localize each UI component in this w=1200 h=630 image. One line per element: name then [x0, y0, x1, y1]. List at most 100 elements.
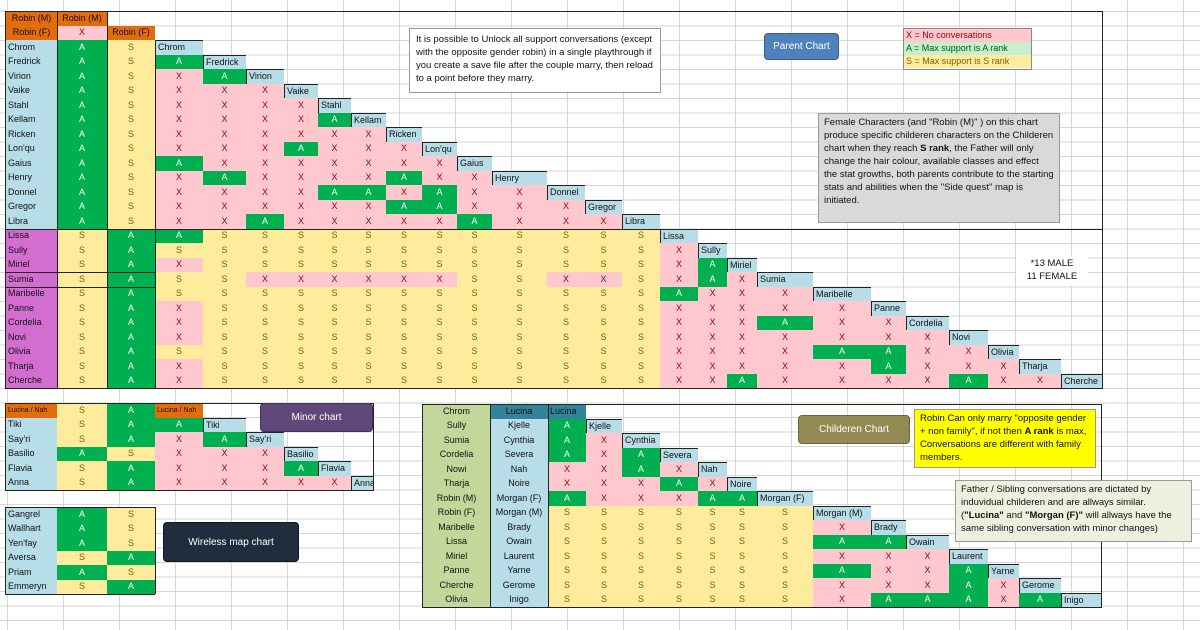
support-cell: X [155, 185, 203, 200]
wireless-f-support: S [107, 565, 155, 580]
children-support-cell: S [698, 520, 727, 535]
parent-row-name: Gregor [6, 199, 57, 214]
support-cell: X [351, 272, 386, 287]
support-cell: X [813, 373, 871, 388]
support-cell: A [351, 185, 386, 200]
wireless-f-support: S [107, 536, 155, 551]
support-cell: S [203, 315, 246, 330]
diagonal-header: Lon'qu [422, 141, 457, 156]
support-cell: X [547, 199, 585, 214]
support-cell: X [246, 199, 284, 214]
support-cell: X [492, 214, 547, 229]
support-cell: S [622, 373, 660, 388]
support-cell: S [351, 257, 386, 272]
col-divider [107, 11, 108, 388]
children-diagonal-header: Nah [698, 462, 727, 477]
robin-f-support: S [107, 98, 155, 113]
wireless-left-border [5, 507, 6, 594]
support-cell: A [698, 272, 727, 287]
children-support-cell: A [1019, 592, 1061, 607]
sumia-divider-top [5, 272, 155, 273]
robin-f-support: S [107, 214, 155, 229]
children-col-divider [490, 404, 491, 607]
robin-m-support: S [57, 257, 107, 272]
parent-chart-button[interactable]: Parent Chart [764, 33, 839, 60]
support-cell: S [318, 359, 351, 374]
children-support-cell: S [698, 578, 727, 593]
minor-row-name: Basilio [6, 446, 57, 461]
support-cell: X [246, 83, 284, 98]
children-support-cell: S [586, 578, 622, 593]
support-cell: A [155, 156, 203, 171]
support-cell: X [246, 127, 284, 142]
support-cell: X [155, 301, 203, 316]
wireless-m-support: A [57, 536, 107, 551]
children-support-cell: S [757, 592, 813, 607]
support-cell: X [386, 272, 422, 287]
minor-support-cell: X [155, 461, 203, 476]
children-support-cell: A [622, 462, 660, 477]
support-cell: S [492, 373, 547, 388]
support-cell: X [727, 301, 757, 316]
children-support-cell: S [660, 592, 698, 607]
wireless-f-support: A [107, 579, 155, 594]
support-cell: S [492, 359, 547, 374]
support-cell: S [386, 359, 422, 374]
support-cell: S [203, 330, 246, 345]
minor-bottom-border [5, 490, 374, 491]
support-cell: S [457, 286, 492, 301]
support-cell: X [203, 98, 246, 113]
sibling-note-bold2: "Morgan (F)" [1024, 510, 1084, 521]
support-cell: X [813, 359, 871, 374]
support-cell: X [871, 330, 906, 345]
children-diagonal-header: Brady [871, 520, 906, 535]
sibling-note-bold1: "Lucina" [964, 510, 1004, 521]
robin-m-support: A [57, 40, 107, 55]
children-diagonal-header: Morgan (F) [757, 491, 813, 506]
robin-f-support: S [107, 170, 155, 185]
support-cell: S [457, 330, 492, 345]
robin-m-support: A [57, 156, 107, 171]
children-diagonal-header: Inigo [1061, 592, 1101, 607]
children-support-cell: X [813, 549, 871, 564]
support-cell: X [203, 112, 246, 127]
children-diagonal-header: Kjelle [586, 418, 622, 433]
minor-chart-button[interactable]: Minor chart [260, 403, 373, 432]
robin-note-bold: A rank [1024, 426, 1054, 437]
children-support-cell: S [548, 505, 586, 520]
support-cell: X [698, 315, 727, 330]
support-cell: S [547, 286, 585, 301]
children-support-cell: A [622, 447, 660, 462]
wireless-row-name: Yen'fay [6, 536, 57, 551]
children-support-cell: A [698, 491, 727, 506]
support-cell: X [492, 199, 547, 214]
robin-m-support: S [57, 301, 107, 316]
children-support-cell: A [871, 534, 906, 549]
support-cell: S [318, 373, 351, 388]
children-support-cell: S [548, 534, 586, 549]
support-cell: S [284, 315, 318, 330]
childeren-chart-button[interactable]: Childeren Chart [798, 415, 910, 444]
children-support-cell: S [548, 592, 586, 607]
wireless-map-chart-button[interactable]: Wireless map chart [163, 522, 299, 562]
legend-box: X = No conversations A = Max support is … [903, 28, 1032, 70]
robin-note-part1: Robin Can only marry "opposite gender + … [920, 413, 1087, 437]
support-cell: A [457, 214, 492, 229]
support-cell: S [318, 243, 351, 258]
support-cell: X [422, 156, 457, 171]
support-cell: X [203, 199, 246, 214]
children-support-cell: X [813, 578, 871, 593]
support-cell: S [284, 243, 318, 258]
children-support-cell: S [660, 578, 698, 593]
wireless-row-name: Priam [6, 565, 57, 580]
support-cell: S [457, 301, 492, 316]
support-cell: S [622, 330, 660, 345]
support-cell: A [757, 315, 813, 330]
children-support-cell: X [988, 578, 1019, 593]
support-cell: A [155, 54, 203, 69]
support-cell: X [660, 257, 698, 272]
children-support-cell: S [622, 520, 660, 535]
support-cell: X [757, 286, 813, 301]
support-cell: S [622, 359, 660, 374]
support-cell: X [585, 214, 622, 229]
